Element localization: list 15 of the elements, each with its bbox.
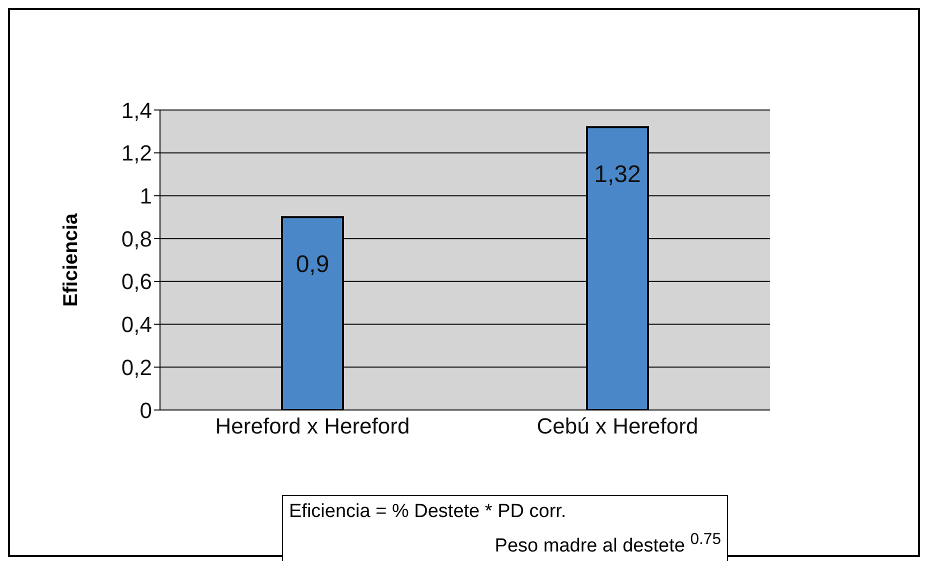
y-tick-label: 1 (140, 184, 152, 209)
x-tick-label: Cebú x Hereford (536, 414, 698, 439)
y-tick-label: 1,4 (121, 98, 152, 123)
y-tick-label: 0,8 (121, 226, 152, 252)
text: Peso madre al destete $^{0.75}$ (494, 530, 721, 558)
y-axis-title: Eficiencia (60, 212, 82, 307)
x-tick-label: Hereford x Hereford (215, 414, 410, 439)
y-tick-label: 0,6 (121, 269, 152, 294)
data-label: 0,9 (296, 251, 330, 278)
data-label: 1,32 (594, 161, 641, 188)
y-tick-label: 0,4 (121, 312, 152, 338)
y-tick-label: 0,2 (121, 354, 152, 380)
text: Eficiencia = % Destete * PD corr. (289, 500, 568, 524)
y-tick-label: 0 (140, 398, 152, 423)
y-tick-label: 1,2 (121, 140, 152, 166)
